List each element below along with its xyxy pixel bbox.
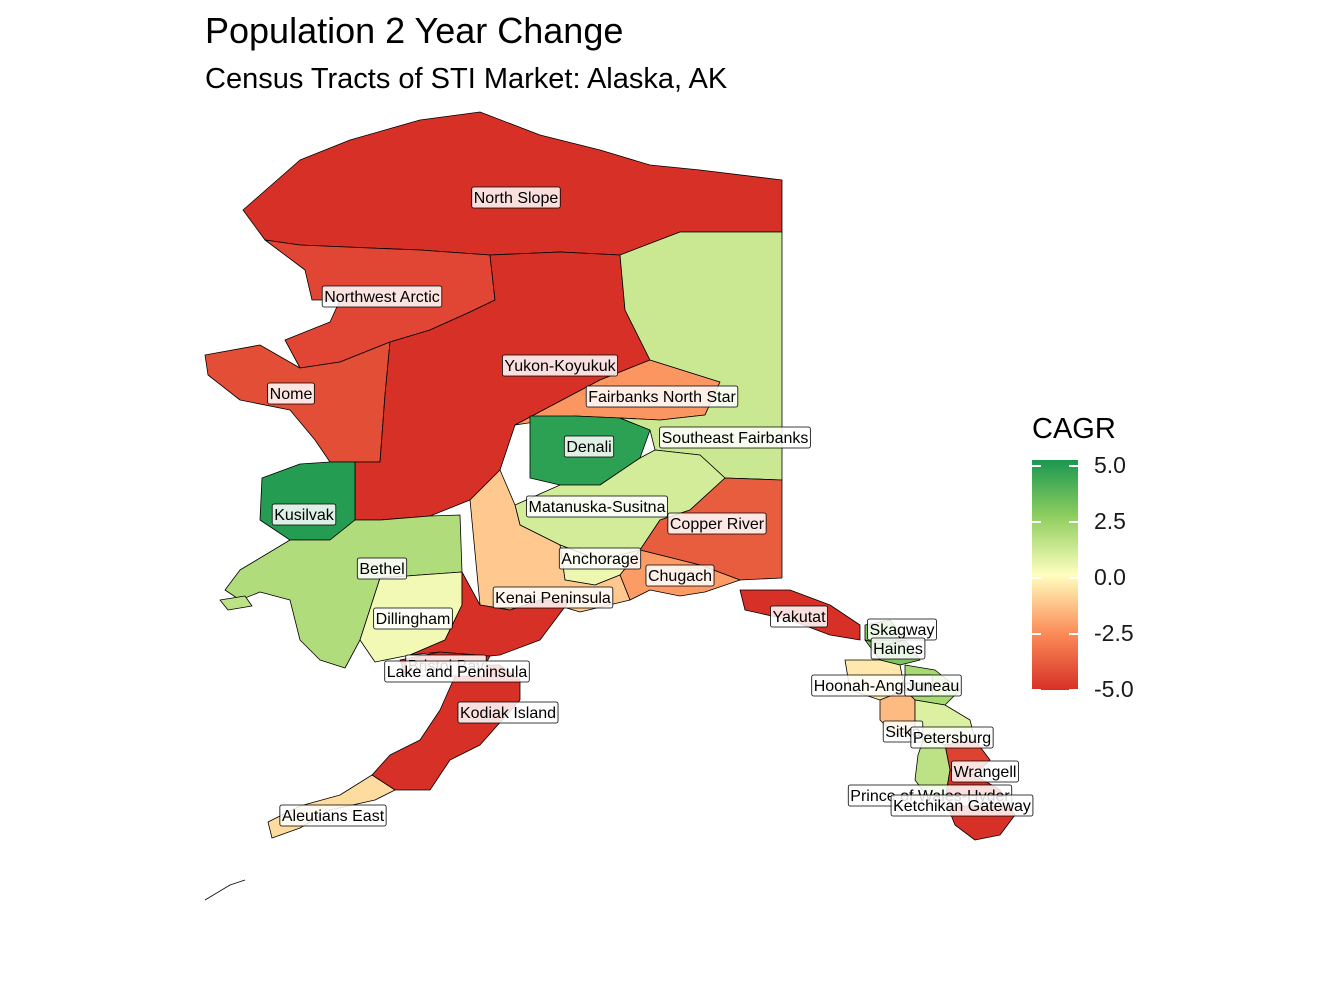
- label-kodiak-island: Kodiak Island: [457, 701, 559, 724]
- legend-tick-label: 5.0: [1094, 452, 1126, 478]
- label-text: Dillingham: [376, 611, 451, 628]
- label-text: Southeast Fairbanks: [662, 430, 809, 447]
- region-kodiak-island: [371, 664, 521, 791]
- label-text: Kusilvak: [274, 507, 335, 524]
- label-bethel: Bethel: [356, 557, 408, 580]
- label-southeast-fairbanks: Southeast Fairbanks: [659, 426, 811, 449]
- label-hoonah-angoon: Hoonah-Angoon: [811, 674, 933, 697]
- label-matanuska-susitna: Matanuska-Susitna: [526, 495, 668, 518]
- region-southeast-fairbanks: [619, 231, 783, 481]
- label-text: Denali: [566, 439, 611, 456]
- label-text: Petersburg: [913, 730, 991, 747]
- region-kusilvak: [259, 461, 356, 541]
- label-text: Chugach: [648, 568, 712, 585]
- label-text: Fairbanks North Star: [588, 389, 736, 406]
- label-nome: Nome: [267, 382, 315, 405]
- label-text: Bethel: [359, 561, 404, 578]
- label-dillingham: Dillingham: [373, 607, 453, 630]
- nunivak-island: [219, 595, 253, 611]
- label-lake-and-peninsula: Lake and Peninsula: [384, 660, 530, 683]
- label-text: Kodiak Island: [460, 705, 556, 722]
- region-lake-and-peninsula: [409, 571, 571, 657]
- label-copper-river: Copper River: [667, 512, 767, 535]
- label-text: Copper River: [670, 516, 765, 533]
- aleutian-islands-west: [204, 879, 246, 901]
- label-northwest-arctic: Northwest Arctic: [321, 285, 443, 308]
- label-ketchikan-gateway: Ketchikan Gateway: [890, 794, 1034, 817]
- legend-tick-label: 0.0: [1094, 564, 1126, 590]
- label-text: Juneau: [907, 678, 960, 695]
- label-kusilvak: Kusilvak: [271, 503, 337, 526]
- label-denali: Denali: [563, 435, 615, 458]
- label-anchorage: Anchorage: [558, 547, 642, 570]
- map-subtitle: Census Tracts of STI Market: Alaska, AK: [205, 63, 728, 95]
- label-text: Hoonah-Angoon: [814, 678, 931, 695]
- label-text: Anchorage: [561, 551, 638, 568]
- label-text: North Slope: [474, 190, 559, 207]
- label-north-slope: North Slope: [471, 186, 561, 209]
- label-text: Skagway: [870, 622, 935, 639]
- legend-tick-label: -5.0: [1094, 676, 1134, 702]
- label-text: Matanuska-Susitna: [529, 499, 666, 516]
- legend-tick-label: -2.5: [1094, 620, 1134, 646]
- map-title: Population 2 Year Change: [205, 10, 624, 51]
- label-skagway: Skagway: [867, 618, 937, 641]
- label-text: Yukon-Koyukuk: [504, 358, 616, 375]
- label-haines: Haines: [870, 637, 926, 660]
- label-petersburg: Petersburg: [910, 726, 994, 749]
- label-text: Yakutat: [772, 609, 826, 626]
- label-wrangell: Wrangell: [951, 760, 1019, 783]
- label-chugach: Chugach: [645, 564, 715, 587]
- label-fairbanks-north-star: Fairbanks North Star: [585, 385, 739, 408]
- label-text: Kenai Peninsula: [495, 590, 611, 607]
- label-text: Haines: [873, 641, 923, 658]
- label-text: Northwest Arctic: [324, 289, 440, 306]
- label-text: Ketchikan Gateway: [893, 798, 1031, 815]
- legend-tick-label: 2.5: [1094, 508, 1126, 534]
- label-kenai-peninsula: Kenai Peninsula: [492, 586, 614, 609]
- label-aleutians-east: Aleutians East: [279, 804, 387, 827]
- label-juneau: Juneau: [904, 674, 962, 697]
- label-text: Nome: [270, 386, 313, 403]
- legend-colorbar: [1032, 460, 1078, 690]
- label-text: Aleutians East: [282, 808, 385, 825]
- legend-title: CAGR: [1032, 413, 1116, 445]
- label-text: Lake and Peninsula: [387, 664, 528, 681]
- label-yakutat: Yakutat: [770, 605, 828, 628]
- label-text: Wrangell: [954, 764, 1017, 781]
- label-yukon-koyukuk: Yukon-Koyukuk: [502, 354, 618, 377]
